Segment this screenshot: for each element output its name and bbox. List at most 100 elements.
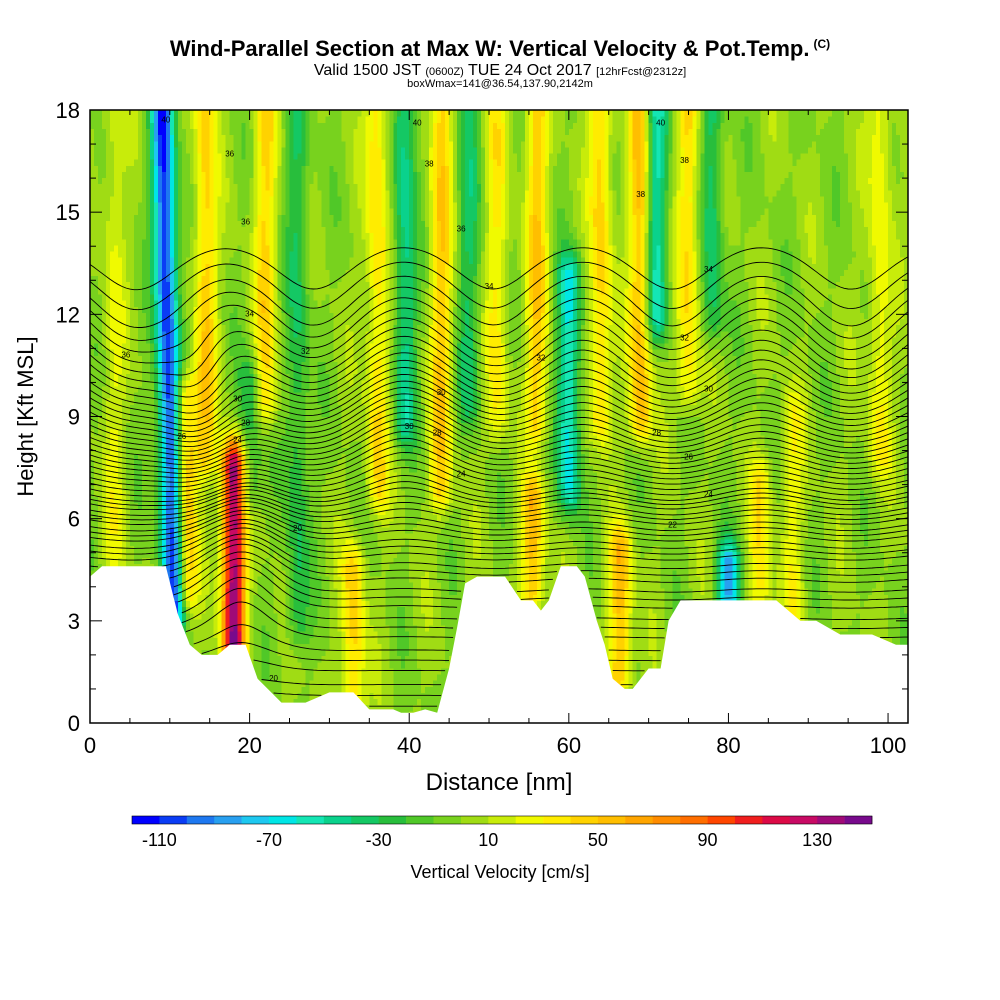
theta-contour-label: 30 xyxy=(704,384,713,393)
theta-contour-line xyxy=(90,487,908,511)
colorbar-swatch xyxy=(844,816,873,824)
colorbar-swatch xyxy=(214,816,242,824)
theta-contour-line xyxy=(90,405,908,457)
theta-contour-label: 20 xyxy=(293,524,302,533)
theta-contour-label: 30 xyxy=(437,388,446,397)
theta-contour-label: 32 xyxy=(680,333,689,342)
colorbar-swatch xyxy=(433,816,462,824)
colorbar-tick-label: -70 xyxy=(256,830,282,850)
x-tick-label: 100 xyxy=(870,733,907,758)
theta-contour-label: 30 xyxy=(405,422,414,431)
colorbar-swatch xyxy=(269,816,297,824)
colorbar-swatch xyxy=(132,816,160,824)
theta-contour-label: 36 xyxy=(457,224,466,233)
theta-contour-label: 34 xyxy=(704,265,713,274)
colorbar-swatch xyxy=(680,816,708,824)
title-tag: (C) xyxy=(813,37,830,51)
theta-contour-line xyxy=(90,481,908,506)
theta-contour-label: 36 xyxy=(225,149,234,158)
colorbar-swatch xyxy=(789,816,818,824)
colorbar-swatch xyxy=(762,816,791,824)
contour-labels: 40 36 36 34 36 32 30 28 24 26 20 20 40 38 36 34 30 30 28 24… xyxy=(121,115,713,683)
theta-contour-line xyxy=(90,393,908,448)
colorbar-swatch xyxy=(296,816,325,824)
theta-contour-line xyxy=(90,501,908,525)
theta-contour-line xyxy=(90,523,908,555)
colorbar-swatch xyxy=(241,816,270,824)
colorbar-swatch xyxy=(378,816,407,824)
theta-contour-line xyxy=(181,576,908,621)
theta-contour-line xyxy=(177,565,908,609)
theta-contour-line xyxy=(90,326,908,388)
theta-contour-line xyxy=(90,399,908,452)
theta-contour-line xyxy=(90,380,908,438)
theta-contour-line xyxy=(173,557,908,601)
colorbar-swatch xyxy=(707,816,736,824)
theta-contour-label: 24 xyxy=(457,470,466,479)
colorbar-swatch xyxy=(515,816,544,824)
y-tick-label: 3 xyxy=(68,609,80,634)
colorbar-tick-label: -30 xyxy=(366,830,392,850)
theta-contour-line xyxy=(90,247,908,291)
colorbar-swatch xyxy=(597,816,626,824)
theta-contour-line xyxy=(90,527,908,561)
theta-contour-label: 20 xyxy=(269,674,278,683)
theta-contour-line xyxy=(90,261,908,311)
valid-prefix: Valid 1500 JST xyxy=(314,62,421,79)
colorbar-frame xyxy=(131,815,873,825)
colorbar: -110 -70 -30 10 50 90 130 xyxy=(131,815,873,850)
colorbar-swatch xyxy=(625,816,654,824)
theta-contour-line xyxy=(90,373,908,432)
theta-contour-line xyxy=(90,317,908,376)
theta-contour-line xyxy=(261,679,633,686)
colorbar-label: Vertical Velocity [cm/s] xyxy=(0,862,1000,883)
x-tick-label: 80 xyxy=(716,733,740,758)
x-tick-label: 20 xyxy=(237,733,261,758)
colorbar-swatch xyxy=(488,816,517,824)
theta-contour-label: 22 xyxy=(668,521,677,530)
theta-contour-line xyxy=(90,467,908,497)
x-tick-label: 0 xyxy=(84,733,96,758)
title-text: Wind-Parallel Section at Max W: Vertical… xyxy=(170,36,810,61)
theta-contour-line xyxy=(90,444,908,483)
theta-contour-label: 34 xyxy=(245,309,254,318)
theta-contour-line xyxy=(90,352,908,414)
axis-ticks xyxy=(89,109,908,724)
colorbar-tick-label: 10 xyxy=(478,830,498,850)
theta-contour-line xyxy=(90,513,908,542)
theta-contour-label: 40 xyxy=(656,119,665,128)
theta-contour-line xyxy=(90,506,908,532)
theta-contour-line xyxy=(90,307,908,364)
y-tick-label: 0 xyxy=(68,711,80,736)
theta-contour-line xyxy=(90,411,908,461)
theta-contour-line xyxy=(90,475,908,502)
theta-contour-line xyxy=(90,509,908,537)
colorbar-swatch xyxy=(460,816,489,824)
colorbar-swatch xyxy=(159,816,188,824)
theta-contour-line xyxy=(90,494,908,516)
theta-contour-line xyxy=(193,624,661,652)
theta-contour-line xyxy=(173,551,908,593)
colorbar-swatch xyxy=(734,816,763,824)
theta-contour-line xyxy=(90,387,908,443)
colorbar-swatch xyxy=(351,816,379,824)
theta-contour-line xyxy=(90,437,908,479)
theta-contour-line xyxy=(90,418,908,466)
theta-contour-label: 38 xyxy=(425,160,434,169)
theta-contour-line xyxy=(201,642,661,662)
theta-contour-label: 40 xyxy=(161,115,170,124)
theta-contour-label: 36 xyxy=(121,350,130,359)
box-info: boxWmax=141@36.54,137.90,2142m xyxy=(0,78,1000,90)
theta-contour-line xyxy=(90,344,908,407)
theta-contour-line xyxy=(90,297,908,353)
y-tick-label: 12 xyxy=(56,302,80,327)
y-tick-label: 15 xyxy=(56,200,80,225)
y-axis-label: Height [Kft MSL] xyxy=(13,336,38,496)
valid-date: TUE 24 Oct 2017 xyxy=(468,62,592,79)
colorbar-swatch xyxy=(570,816,599,824)
theta-contour-line xyxy=(90,431,908,474)
theta-contour-label: 40 xyxy=(413,119,422,128)
theta-contour-line xyxy=(90,459,908,492)
theta-contour-label: 30 xyxy=(233,395,242,404)
